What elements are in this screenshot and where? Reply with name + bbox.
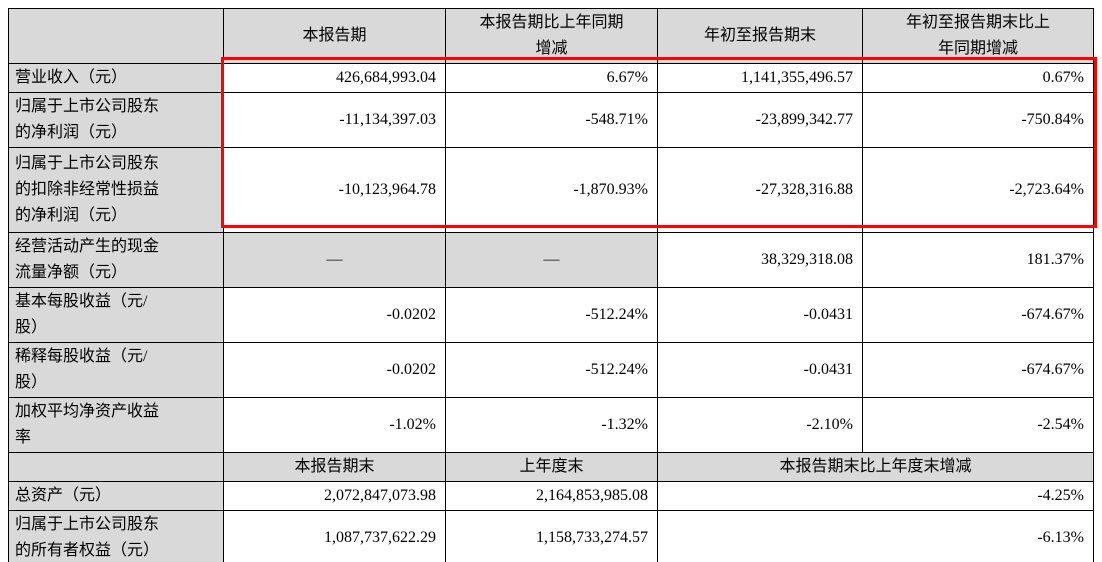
cell-value: -0.0202 [223, 342, 446, 398]
subheader-change-vs-prior-year-end: 本报告期末比上年度末增减 [657, 452, 1094, 482]
cell-value: 426,684,993.04 [223, 63, 446, 93]
cell-value: -4.25% [657, 481, 1094, 511]
cell-value: 1,158,733,274.57 [445, 510, 658, 562]
cell-value: 2,072,847,073.98 [223, 481, 446, 511]
subheader-prior-year-end: 上年度末 [445, 452, 658, 482]
cell-value: -1.32% [445, 397, 658, 453]
cell-value: -23,899,342.77 [657, 92, 863, 148]
row-label: 经营活动产生的现金 流量净额（元） [8, 232, 224, 288]
cell-value: -1,870.93% [445, 147, 658, 233]
row-label: 总资产（元） [8, 481, 224, 511]
header-empty-cell [8, 8, 224, 64]
cell-value: 1,141,355,496.57 [657, 63, 863, 93]
table-row-net-profit-excl-nonrecurring: 归属于上市公司股东 的扣除非经常性损益 的净利润（元） -10,123,964.… [8, 147, 1094, 233]
header-yoy-change: 本报告期比上年同期 增减 [445, 8, 658, 64]
table-row-basic-eps: 基本每股收益（元/ 股） -0.0202 -512.24% -0.0431 -6… [8, 287, 1094, 343]
cell-value: -11,134,397.03 [223, 92, 446, 148]
cell-value: 0.67% [862, 63, 1094, 93]
table-row-revenue: 营业收入（元） 426,684,993.04 6.67% 1,141,355,4… [8, 63, 1094, 93]
cell-value: 181.37% [862, 232, 1094, 288]
cell-value: -674.67% [862, 342, 1094, 398]
key-financials-table: 本报告期 本报告期比上年同期 增减 年初至报告期末 年初至报告期末比上 年同期增… [8, 8, 1094, 562]
cell-value: -0.0202 [223, 287, 446, 343]
cell-value: -750.84% [862, 92, 1094, 148]
cell-value: 1,087,737,622.29 [223, 510, 446, 562]
cell-value: -27,328,316.88 [657, 147, 863, 233]
cell-value: -0.0431 [657, 342, 863, 398]
header-ytd-yoy-change: 年初至报告期末比上 年同期增减 [862, 8, 1094, 64]
header-current-period: 本报告期 [223, 8, 446, 64]
row-label: 营业收入（元） [8, 63, 224, 93]
cell-value: 6.67% [445, 63, 658, 93]
table-row-owners-equity: 归属于上市公司股东 的所有者权益（元） 1,087,737,622.29 1,1… [8, 510, 1094, 562]
header-ytd: 年初至报告期末 [657, 8, 863, 64]
subheader-period-end: 本报告期末 [223, 452, 446, 482]
cell-value: -512.24% [445, 287, 658, 343]
table-subheader-row: 本报告期末 上年度末 本报告期末比上年度末增减 [8, 452, 1094, 482]
cell-value: -512.24% [445, 342, 658, 398]
table-row-net-profit: 归属于上市公司股东 的净利润（元） -11,134,397.03 -548.71… [8, 92, 1094, 148]
table-row-diluted-eps: 稀释每股收益（元/ 股） -0.0202 -512.24% -0.0431 -6… [8, 342, 1094, 398]
table-row-weighted-roe: 加权平均净资产收益 率 -1.02% -1.32% -2.10% -2.54% [8, 397, 1094, 453]
table-row-operating-cash-flow: 经营活动产生的现金 流量净额（元） — — 38,329,318.08 181.… [8, 232, 1094, 288]
table-row-total-assets: 总资产（元） 2,072,847,073.98 2,164,853,985.08… [8, 481, 1094, 511]
cell-value: -2.54% [862, 397, 1094, 453]
row-label: 归属于上市公司股东 的所有者权益（元） [8, 510, 224, 562]
cell-empty-dash: — [445, 232, 658, 288]
row-label: 归属于上市公司股东 的扣除非经常性损益 的净利润（元） [8, 147, 224, 233]
table-header-row: 本报告期 本报告期比上年同期 增减 年初至报告期末 年初至报告期末比上 年同期增… [8, 8, 1094, 64]
cell-value: -2,723.64% [862, 147, 1094, 233]
cell-value: -6.13% [657, 510, 1094, 562]
row-label: 归属于上市公司股东 的净利润（元） [8, 92, 224, 148]
cell-value: 38,329,318.08 [657, 232, 863, 288]
cell-value: -2.10% [657, 397, 863, 453]
cell-value: -1.02% [223, 397, 446, 453]
cell-value: -548.71% [445, 92, 658, 148]
row-label: 基本每股收益（元/ 股） [8, 287, 224, 343]
cell-value: -0.0431 [657, 287, 863, 343]
row-label: 稀释每股收益（元/ 股） [8, 342, 224, 398]
row-label: 加权平均净资产收益 率 [8, 397, 224, 453]
subheader-empty-cell [8, 452, 224, 482]
cell-value: 2,164,853,985.08 [445, 481, 658, 511]
cell-value: -674.67% [862, 287, 1094, 343]
cell-value: -10,123,964.78 [223, 147, 446, 233]
cell-empty-dash: — [223, 232, 446, 288]
